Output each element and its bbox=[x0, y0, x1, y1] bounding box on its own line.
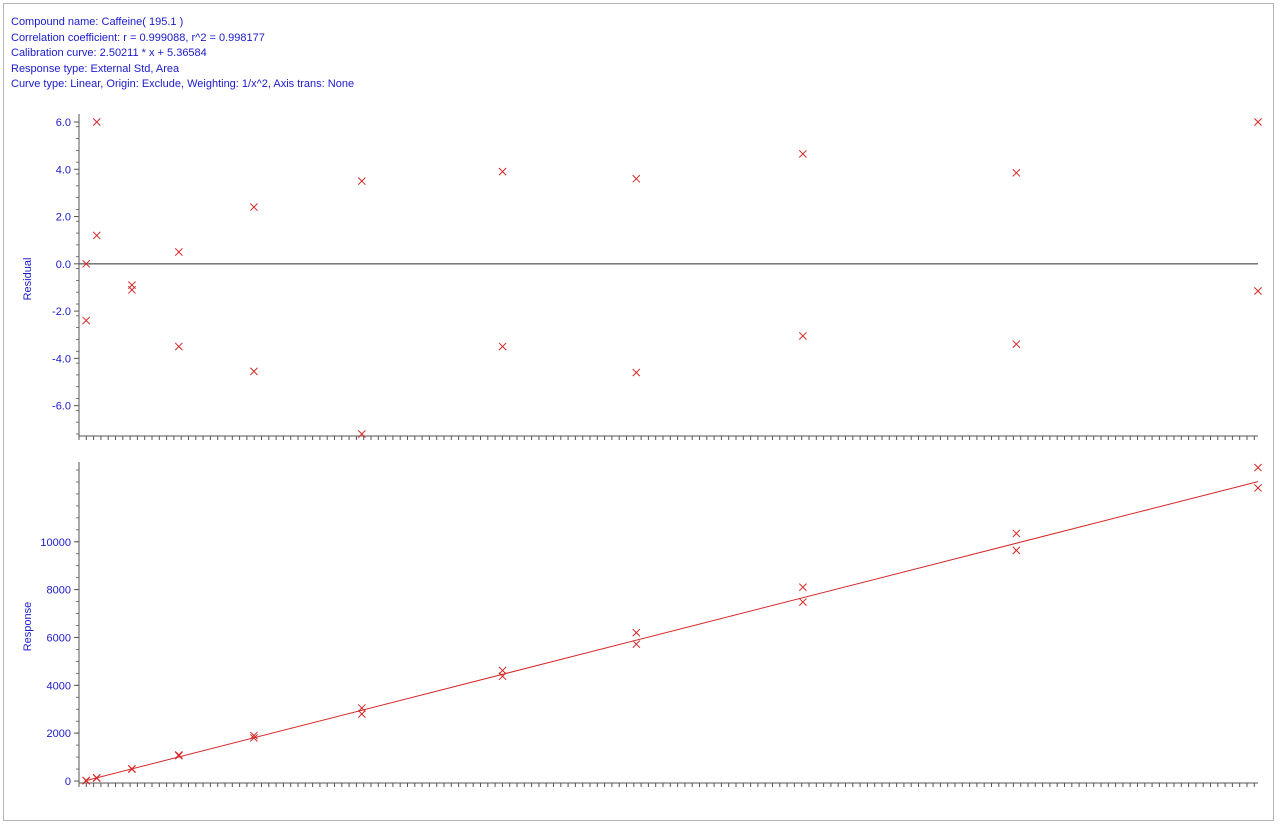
data-point bbox=[174, 342, 183, 351]
y-tick-label: 6.0 bbox=[56, 117, 71, 129]
data-point bbox=[249, 203, 258, 212]
data-point bbox=[632, 640, 641, 649]
data-point bbox=[357, 430, 366, 438]
data-point bbox=[1254, 483, 1262, 492]
y-tick-label: 8000 bbox=[47, 585, 71, 597]
data-point bbox=[249, 733, 258, 742]
data-point bbox=[1254, 118, 1262, 126]
data-point bbox=[1012, 168, 1021, 177]
y-tick-label: 10000 bbox=[40, 537, 71, 549]
calibration-curve: Calibration curve: 2.50211 * x + 5.36584 bbox=[11, 47, 207, 59]
fit-line bbox=[84, 481, 1259, 782]
residual-plot: 6.0 4.0 2.0 0.0 -2.0 -4.0 -6.0 Residual bbox=[22, 114, 1262, 440]
data-point bbox=[498, 167, 507, 176]
calibration-info: Compound name: Caffeine( 195.1 ) Correla… bbox=[11, 15, 354, 93]
data-point bbox=[249, 731, 258, 740]
data-point bbox=[632, 628, 641, 637]
y-tick-label: 2000 bbox=[47, 728, 71, 740]
data-point bbox=[498, 342, 507, 351]
y-axis-title: Residual bbox=[22, 258, 34, 301]
y-tick-label: 4.0 bbox=[56, 164, 71, 176]
data-point bbox=[498, 666, 507, 675]
data-point bbox=[357, 710, 366, 718]
data-point bbox=[82, 259, 91, 268]
data-point bbox=[174, 248, 183, 256]
compound-name: Compound name: Caffeine( 195.1 ) bbox=[11, 16, 184, 28]
data-point bbox=[249, 367, 258, 376]
data-point bbox=[798, 149, 807, 158]
data-point bbox=[357, 177, 366, 186]
y-tick-label: -4.0 bbox=[52, 353, 71, 365]
data-point bbox=[82, 776, 91, 785]
data-point bbox=[174, 750, 183, 759]
data-point bbox=[1012, 529, 1021, 538]
data-point bbox=[798, 598, 807, 607]
report-frame bbox=[3, 3, 1274, 821]
data-point bbox=[174, 751, 183, 760]
data-point bbox=[798, 583, 807, 592]
data-point bbox=[127, 285, 136, 294]
curve-type: Curve type: Linear, Origin: Exclude, Wei… bbox=[11, 78, 355, 90]
data-point bbox=[92, 118, 101, 126]
y-tick-label: 0.0 bbox=[56, 259, 71, 271]
y-tick-label: 6000 bbox=[47, 632, 71, 644]
data-point bbox=[498, 672, 507, 681]
data-point bbox=[632, 174, 641, 183]
y-tick-label: -2.0 bbox=[52, 306, 71, 318]
y-tick-label: 4000 bbox=[47, 680, 71, 692]
data-point bbox=[92, 231, 101, 240]
data-point bbox=[357, 704, 366, 712]
data-point bbox=[1012, 546, 1021, 555]
y-axis-title: Response bbox=[22, 602, 34, 652]
data-point bbox=[1254, 463, 1262, 472]
y-tick-label: 0 bbox=[65, 776, 71, 788]
data-point bbox=[632, 368, 641, 377]
y-tick-label: -6.0 bbox=[52, 401, 71, 413]
response-type: Response type: External Std, Area bbox=[11, 62, 180, 75]
data-point bbox=[1012, 340, 1021, 349]
data-point bbox=[92, 774, 101, 783]
y-tick-label: 2.0 bbox=[56, 212, 71, 224]
correlation-coefficient: Correlation coefficient: r = 0.999088, r… bbox=[11, 31, 265, 44]
data-point bbox=[127, 765, 136, 774]
data-point bbox=[82, 316, 91, 325]
data-point bbox=[1254, 287, 1262, 295]
response-plot: 0 2000 4000 6000 8000 10000 Response bbox=[22, 462, 1262, 788]
data-point bbox=[798, 331, 807, 340]
